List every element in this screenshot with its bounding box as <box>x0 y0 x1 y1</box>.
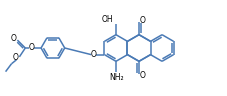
Text: O: O <box>140 71 146 80</box>
Text: O: O <box>90 50 96 59</box>
Text: NH₂: NH₂ <box>110 73 124 82</box>
Text: O: O <box>10 34 16 43</box>
Text: OH: OH <box>101 15 113 24</box>
Text: O: O <box>12 53 18 62</box>
Text: O: O <box>28 43 34 53</box>
Text: O: O <box>140 16 146 25</box>
